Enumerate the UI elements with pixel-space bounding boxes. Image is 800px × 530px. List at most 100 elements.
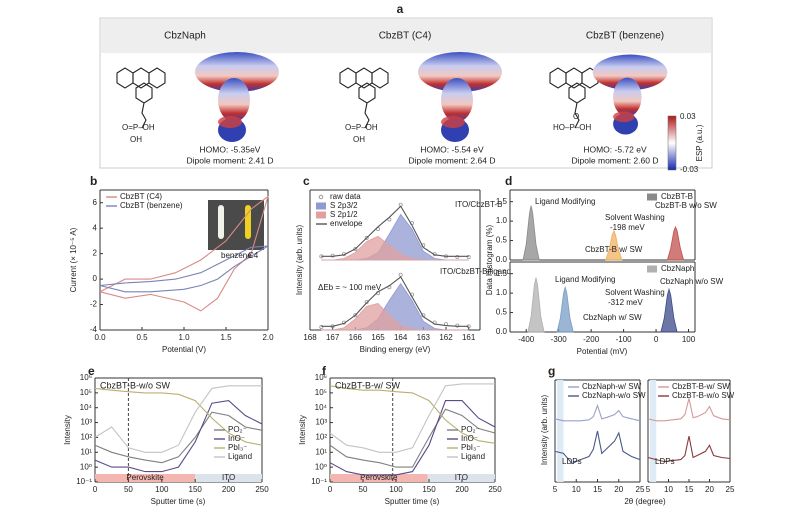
y-tick-label: 10¹	[315, 447, 327, 456]
annotation: Ligand Modifying	[535, 197, 595, 206]
annotation: ITO/CbzBT-B/ligand	[440, 267, 511, 276]
legend-label: CbzBT-B-w/o SW	[672, 391, 735, 400]
y-axis-label: Intensity	[298, 415, 307, 445]
x-tick-label: 200	[455, 485, 469, 494]
line	[329, 408, 496, 468]
chem-label: OH	[130, 135, 142, 144]
annotation: C4	[248, 251, 259, 260]
y-tick-label: 10⁴	[315, 403, 328, 412]
legend-swatch	[316, 211, 326, 219]
legend-label: InO⁻	[228, 434, 245, 443]
x-tick-label: 20	[614, 485, 623, 494]
x-tick-label: 15	[593, 485, 602, 494]
x-tick-label: 5	[646, 485, 651, 494]
x-tick-label: 163	[417, 333, 431, 342]
chem-label: O	[573, 112, 579, 121]
x-tick-label: -300	[551, 335, 568, 344]
x-tick-label: 0	[654, 335, 659, 344]
x-tick-label: 100	[155, 485, 169, 494]
area	[321, 303, 469, 331]
area	[556, 285, 574, 333]
legend-label: CbzBT-B	[661, 192, 693, 201]
line	[329, 383, 495, 453]
annotation: CbzBT-B w/ SW	[585, 245, 643, 254]
x-tick-label: 25	[726, 485, 735, 494]
x-tick-label: 50	[359, 485, 368, 494]
legend-label: Ligand	[461, 452, 485, 461]
annotation: LDPs	[655, 457, 675, 466]
legend-label: CbzBT (benzene)	[120, 201, 183, 210]
y-tick-label: 10⁵	[80, 388, 92, 397]
legend-label: CbzBT-B-w/ SW	[672, 382, 730, 391]
legend-swatch	[316, 202, 326, 210]
area	[522, 205, 540, 261]
x-tick-label: 250	[255, 485, 269, 494]
panel-label: b	[90, 174, 97, 188]
y-tick-label: -4	[90, 325, 98, 334]
line	[94, 400, 263, 473]
y-axis-label: Intensity (arb. units)	[540, 395, 549, 466]
y-tick-label: 1.5	[496, 197, 508, 206]
y-tick-label: 10³	[80, 418, 92, 427]
homo: HOMO: -5.72 eV	[583, 144, 647, 154]
chem-label: OH	[353, 135, 365, 144]
molecule-3: CbzBT (benzene) HO–P–OH O HOMO: -5.72 eV…	[549, 31, 668, 165]
y-tick-label: 2	[93, 249, 98, 258]
legend-label: PO₂⁻	[461, 425, 480, 434]
highlight-band	[650, 380, 657, 482]
region-label: ITO	[455, 473, 468, 482]
x-tick-label: 200	[222, 485, 236, 494]
panel-label: g	[548, 364, 555, 378]
x-axis-label: Potential (V)	[162, 345, 206, 354]
annotation: CbzNaph w/ SW	[583, 313, 642, 322]
x-tick-label: 2.0	[262, 333, 274, 342]
line	[321, 205, 469, 257]
chart: f Perovskite ITO 0 50 100 150 200 250 10⁻¹ 10⁰ 10¹ 1…	[298, 364, 502, 506]
line	[329, 385, 496, 444]
y-tick-label: 0	[93, 274, 98, 283]
line	[94, 411, 263, 464]
x-tick-label: 167	[326, 333, 340, 342]
x-axis-label: 2θ (degree)	[624, 497, 666, 506]
x-tick-label: 0	[93, 485, 98, 494]
region-label: Perovskite	[360, 473, 398, 482]
legend-label: S 2p3/2	[330, 201, 358, 210]
region-bar	[95, 474, 196, 482]
y-tick-label: 10⁻¹	[311, 477, 327, 486]
x-tick-label: 166	[349, 333, 363, 342]
annotation: Ligand Modifying	[555, 275, 615, 284]
vial	[245, 205, 251, 239]
x-tick-label: 100	[682, 335, 696, 344]
y-axis-label: Intensity	[63, 415, 72, 445]
inset-photo	[208, 200, 264, 250]
y-tick-label: 10⁰	[80, 462, 92, 471]
molecule-1: CbzNaph O=P–OH OH HOMO: -5.35eV Dipole m…	[116, 31, 279, 165]
x-axis-label: Sputter time (s)	[385, 497, 440, 506]
x-axis-label: Binding energy (eV)	[360, 345, 431, 354]
inset-vials	[208, 200, 264, 250]
legend-label: PbI₃⁻	[228, 443, 248, 452]
annotation: CbzBT-B w/o SW	[655, 201, 717, 210]
legend-swatch	[647, 265, 657, 273]
line	[99, 245, 269, 293]
panel-a: a CbzNaph O=P–OH OH HOMO: -5.35eV Dipole…	[99, 2, 713, 174]
y-tick-label: 0.5	[496, 236, 508, 245]
legend-swatch	[318, 194, 324, 200]
x-tick-label: 162	[439, 333, 453, 342]
annotation: ITO/CbzBT-B	[455, 200, 502, 209]
annotation: Solvent Washing	[605, 213, 665, 222]
line	[554, 430, 641, 465]
vial	[218, 205, 224, 239]
panel-label: e	[88, 364, 95, 378]
legend-label: envelope	[330, 219, 363, 228]
legend-label: CbzNaph	[661, 264, 694, 273]
annotation: ΔEb = ~ 100 meV	[318, 283, 382, 292]
area	[660, 287, 678, 333]
y-tick-label: 10²	[80, 433, 92, 442]
legend-label: PO₂⁻	[228, 425, 247, 434]
legend-label: raw data	[330, 192, 361, 201]
panel-label: d	[505, 174, 512, 188]
panel-label: c	[303, 174, 310, 188]
panel-label: a	[397, 2, 404, 16]
plot-title: CbzBT-B-w/o SW	[100, 380, 171, 390]
